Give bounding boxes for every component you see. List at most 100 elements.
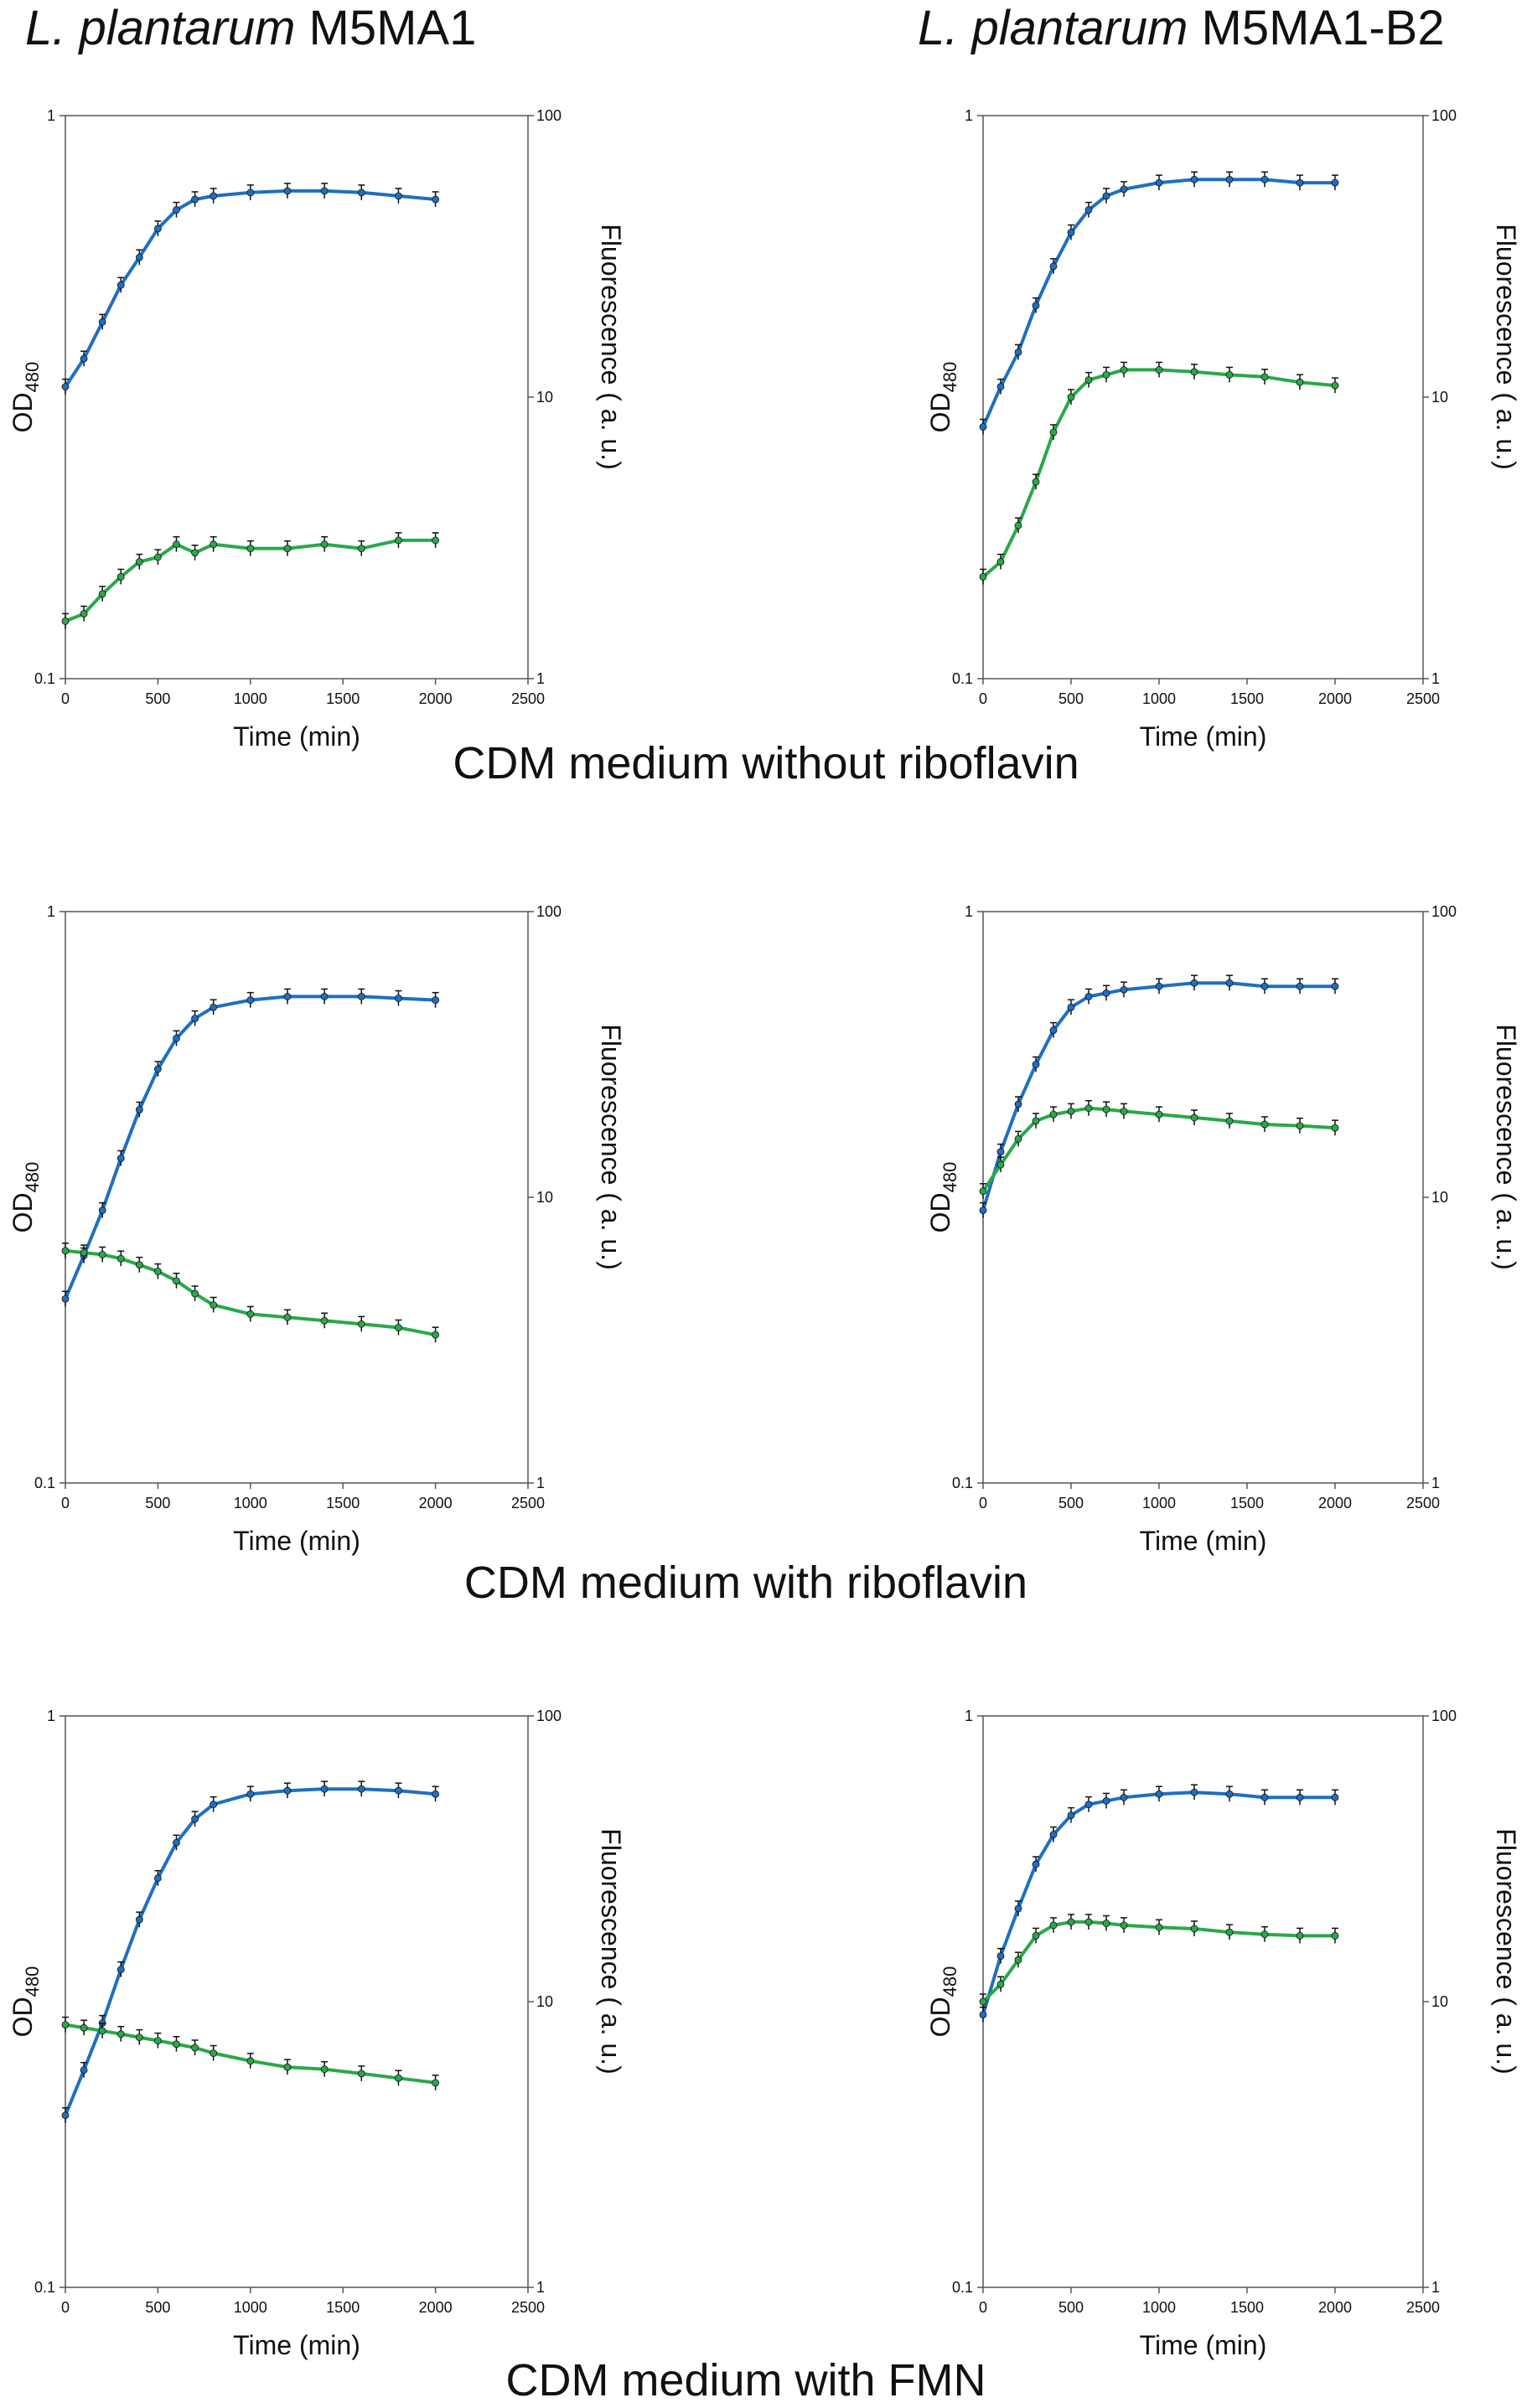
x-tick-label: 2500 [1406, 690, 1440, 707]
y-axis-label: OD480 [8, 1162, 43, 1233]
data-point [98, 2027, 106, 2035]
x-tick-label: 0 [61, 2299, 70, 2316]
data-point [173, 206, 180, 214]
data-point [432, 1331, 439, 1339]
data-point [1084, 376, 1093, 385]
x-tick-label: 1000 [234, 690, 267, 707]
column-title-m5ma1: L. plantarum M5MA1 [25, 1, 477, 55]
data-point [1049, 1831, 1058, 1838]
x-tick-label: 1000 [234, 2299, 267, 2316]
data-point [1296, 1932, 1304, 1940]
data-point [1120, 185, 1128, 194]
data-point [61, 1247, 70, 1255]
data-point [173, 2040, 180, 2049]
data-point [246, 189, 255, 197]
x-tick-label: 0 [979, 2299, 987, 2316]
data-point [395, 192, 402, 200]
data-point [283, 2063, 292, 2071]
data-point [996, 1148, 1005, 1155]
y2-tick-label: 10 [536, 1189, 553, 1206]
data-point [357, 993, 365, 1000]
data-point [1084, 206, 1093, 214]
x-tick-label: 2000 [419, 690, 453, 707]
x-tick-label: 0 [979, 1495, 987, 1511]
x-tick-label: 500 [145, 690, 170, 707]
data-point [1331, 178, 1339, 187]
data-point [1032, 1860, 1040, 1868]
chart-m5ma1-b2-riboflavin: 0 500 1000 1500 2000 2500 1 0.1 100 10 1 Time (min)… [925, 903, 1521, 1556]
data-point [320, 187, 329, 195]
plot-frame [65, 1715, 529, 2288]
data-point [153, 225, 162, 233]
data-point [1296, 378, 1304, 386]
data-point [80, 2023, 88, 2032]
data-point [1260, 1120, 1269, 1129]
data-point [357, 189, 365, 197]
data-point [320, 540, 329, 549]
data-point [135, 1106, 143, 1114]
data-point [1049, 428, 1058, 437]
y-tick-label: 1 [965, 903, 973, 920]
data-point [1190, 1788, 1198, 1796]
data-point [246, 996, 255, 1005]
data-point [1084, 1918, 1093, 1926]
data-point [979, 1997, 987, 2006]
data-point [1014, 1100, 1022, 1108]
y-axis-label-subscript: 480 [939, 1162, 960, 1193]
data-point [432, 2079, 439, 2087]
data-point [1225, 1790, 1234, 1798]
data-point [1155, 1923, 1163, 1931]
data-point [116, 1966, 125, 1974]
data-point [1067, 393, 1075, 401]
data-point [61, 1294, 70, 1303]
y-tick-label: 1 [965, 107, 973, 124]
x-tick-label: 1000 [234, 1495, 267, 1511]
data-point [432, 1790, 439, 1798]
x-tick-label: 2000 [1318, 1495, 1352, 1511]
x-tick-label: 500 [145, 1495, 170, 1511]
chart-panel-m5ma1-b2-fmn: 0 500 1000 1500 2000 2500 1 0.1 100 10 1 Time (min)… [918, 1692, 1532, 2371]
data-point [979, 423, 987, 431]
series-line-od480 [981, 1790, 1335, 2016]
data-point [80, 354, 88, 363]
row-title-with-fmn: CDM medium with FMN [505, 2355, 986, 2405]
y-axis-label-subscript: 480 [22, 362, 43, 393]
x-tick-label: 1000 [1142, 1495, 1176, 1511]
x-tick-label: 2000 [419, 1495, 453, 1511]
data-point [98, 1207, 106, 1215]
x-tick-label: 2000 [1318, 2299, 1352, 2316]
x-tick-label: 0 [61, 1495, 70, 1511]
data-point [1155, 1790, 1163, 1798]
y2-axis-label: Fluorescence ( a. u.) [1491, 224, 1521, 469]
data-point [1067, 1107, 1075, 1115]
chart-panel-m5ma1-riboflavin: 0 500 1000 1500 2000 2500 1 0.1 100 10 1 Time (min)… [0, 888, 637, 1567]
chart-m5ma1-b2-no-riboflavin: 0 500 1000 1500 2000 2500 1 0.1 100 10 1 Time (min)… [925, 107, 1521, 752]
data-point [1032, 1061, 1040, 1068]
x-tick-label: 2500 [1406, 2299, 1440, 2316]
data-point [1049, 262, 1058, 271]
y-axis-label: OD480 [8, 1966, 43, 2038]
data-point [210, 1801, 218, 1809]
chart-m5ma1-b2-fmn: 0 500 1000 1500 2000 2500 1 0.1 100 10 1 Time (min)… [925, 1708, 1521, 2360]
data-point [1102, 1920, 1110, 1927]
data-point [191, 195, 199, 204]
y-axis-label-subscript: 480 [22, 1966, 43, 1997]
x-tick-label: 2500 [511, 690, 545, 707]
x-tick-label: 1500 [1230, 1495, 1264, 1511]
x-tick-label: 2000 [419, 2299, 453, 2316]
data-point [98, 318, 106, 326]
plot-frame [982, 115, 1424, 680]
x-tick-label: 1000 [1142, 2299, 1176, 2316]
data-point [1120, 1921, 1128, 1930]
data-point [320, 2065, 329, 2074]
x-tick-label: 0 [979, 690, 987, 707]
data-point [61, 618, 70, 625]
data-point [246, 2057, 255, 2065]
x-tick-label: 1500 [326, 690, 360, 707]
data-point [1032, 1932, 1040, 1940]
data-point [1049, 1110, 1058, 1119]
row-title-with-riboflavin: CDM medium with riboflavin [463, 1558, 1028, 1608]
data-point [996, 1952, 1005, 1960]
data-point [1190, 979, 1198, 987]
data-point [996, 558, 1005, 566]
